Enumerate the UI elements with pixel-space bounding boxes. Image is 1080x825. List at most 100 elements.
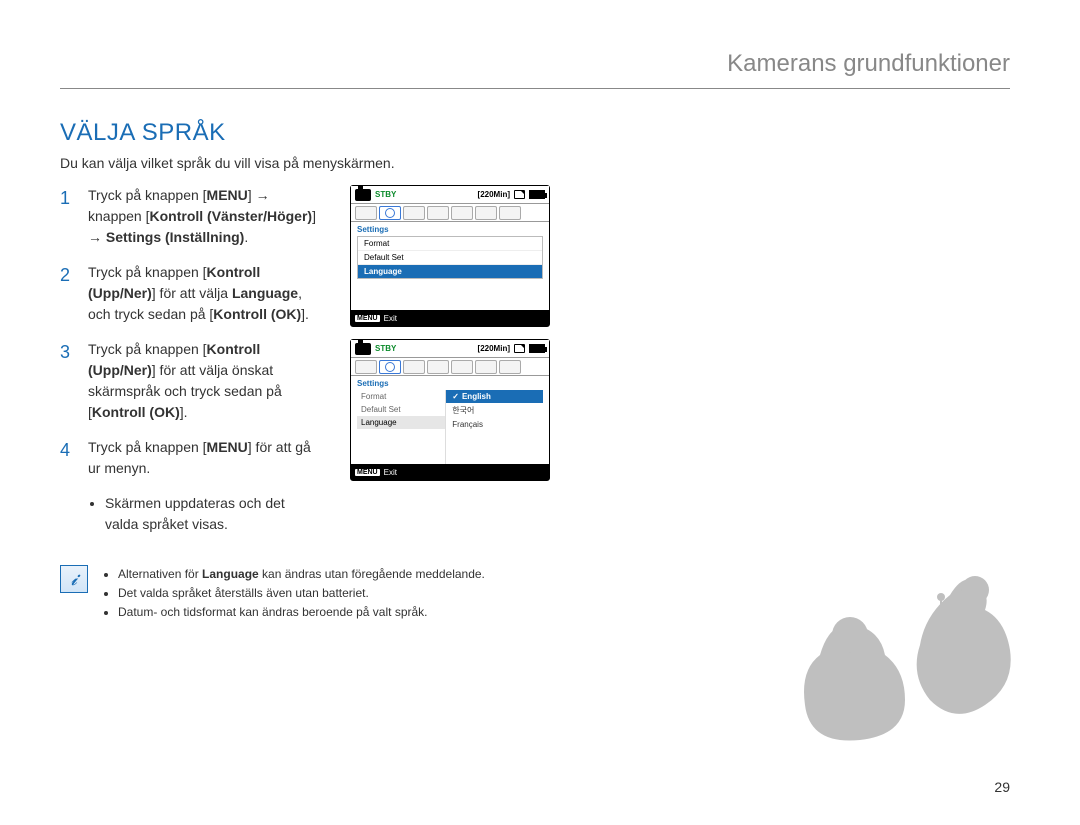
bottom-bar: MENU Exit [351, 464, 549, 480]
step-num: 3 [60, 339, 76, 423]
tab [451, 206, 473, 220]
tab [451, 360, 473, 374]
step-text: Tryck på knappen [Kontroll (Upp/Ner)] fö… [88, 262, 320, 325]
t: Kontroll (OK) [213, 306, 301, 322]
tab [403, 360, 425, 374]
stby-label: STBY [375, 344, 396, 353]
decorative-silhouette [790, 545, 1020, 745]
step-2: 2 Tryck på knappen [Kontroll (Upp/Ner)] … [60, 262, 320, 325]
step-text: Tryck på knappen [MENU] för att gå ur me… [88, 437, 320, 479]
note-icon: 𝓲 [60, 565, 88, 593]
battery-icon [529, 190, 545, 199]
lang-francais: Français [446, 418, 543, 431]
t: Kontroll (Vänster/Höger) [150, 208, 313, 224]
battery-icon [529, 344, 545, 353]
card-icon [514, 344, 525, 353]
section-intro: Du kan välja vilket språk du vill visa p… [60, 155, 1010, 171]
tab-bar [351, 358, 549, 376]
left-menu: Format Default Set Language [357, 390, 446, 464]
menu-item-format: Format [358, 237, 542, 251]
bottom-bar: MENU Exit [351, 310, 549, 326]
page-number: 29 [994, 779, 1010, 795]
menu-icon: MENU [355, 469, 380, 476]
t: Language [202, 567, 259, 581]
chapter-title: Kamerans grundfunktioner [60, 50, 1010, 89]
menu-header: Settings [357, 225, 543, 234]
tab [475, 206, 497, 220]
menu-header: Settings [357, 379, 543, 388]
t: MENU [207, 187, 248, 203]
rec-time: [220Min] [478, 190, 510, 199]
menu-body: Settings Format Default Set Language [351, 222, 549, 310]
screenshot-language-select: STBY [220Min] Settings Format [350, 339, 550, 481]
menu-body: Settings Format Default Set Language Eng… [351, 376, 549, 464]
menu-list: Format Default Set Language [357, 236, 543, 279]
tab [427, 360, 449, 374]
tab [475, 360, 497, 374]
t: ] [312, 208, 316, 224]
t: Tryck på knappen [ [88, 187, 207, 203]
lang-english: English [446, 390, 543, 403]
t: MENU [207, 439, 248, 455]
note-item: Det valda språket återställs även utan b… [118, 584, 485, 603]
menu-item-default-set: Default Set [357, 403, 445, 416]
tab [499, 206, 521, 220]
menu-item-language: Language [357, 416, 445, 429]
camera-icon [355, 189, 371, 201]
note-item: Datum- och tidsformat kan ändras beroend… [118, 603, 485, 622]
t: . [244, 229, 248, 245]
tab [403, 206, 425, 220]
screenshot-settings-language: STBY [220Min] Settings Format Default [350, 185, 550, 327]
step-num: 4 [60, 437, 76, 479]
t: ] [248, 187, 256, 203]
t: ] för att välja [152, 285, 232, 301]
t: Language [232, 285, 298, 301]
t: ]. [180, 404, 188, 420]
exit-label: Exit [384, 468, 397, 477]
step-num: 2 [60, 262, 76, 325]
gear-icon [385, 362, 395, 372]
t: ]. [301, 306, 309, 322]
step-1: 1 Tryck på knappen [MENU] → knappen [Kon… [60, 185, 320, 248]
t: Settings (Inställning) [106, 229, 244, 245]
lang-korean: 한국어 [446, 403, 543, 418]
t: Kontroll (OK) [92, 404, 180, 420]
t: knappen [ [88, 208, 150, 224]
note-item: Alternativen för Language kan ändras uta… [118, 565, 485, 584]
menu-item-format: Format [357, 390, 445, 403]
menu-item-language: Language [358, 265, 542, 278]
step-num: 1 [60, 185, 76, 248]
arrow-icon: → [256, 187, 270, 203]
menu-icon: MENU [355, 315, 380, 322]
t: Tryck på knappen [ [88, 264, 207, 280]
right-menu: English 한국어 Français [446, 390, 543, 464]
step-bullet: Skärmen uppdateras och det valda språket… [60, 493, 320, 535]
status-bar: STBY [220Min] [351, 340, 549, 358]
tab-bar [351, 204, 549, 222]
tab [427, 206, 449, 220]
step-text: Tryck på knappen [Kontroll (Upp/Ner)] fö… [88, 339, 320, 423]
tab [355, 206, 377, 220]
stby-label: STBY [375, 190, 396, 199]
tab-settings [379, 206, 401, 220]
status-bar: STBY [220Min] [351, 186, 549, 204]
screenshots: STBY [220Min] Settings Format Default [350, 185, 550, 535]
arrow-icon: → [88, 229, 102, 245]
tab [499, 360, 521, 374]
t: Alternativen för [118, 567, 202, 581]
note-list: Alternativen för Language kan ändras uta… [100, 565, 485, 623]
tab [355, 360, 377, 374]
steps-list: 1 Tryck på knappen [MENU] → knappen [Kon… [60, 185, 320, 535]
step-4: 4 Tryck på knappen [MENU] för att gå ur … [60, 437, 320, 479]
menu-item-default-set: Default Set [358, 251, 542, 265]
gear-icon [385, 208, 395, 218]
exit-label: Exit [384, 314, 397, 323]
t: Tryck på knappen [ [88, 341, 207, 357]
t: Tryck på knappen [ [88, 439, 207, 455]
bullet-item: Skärmen uppdateras och det valda språket… [105, 493, 320, 535]
rec-time: [220Min] [478, 344, 510, 353]
step-text: Tryck på knappen [MENU] → knappen [Kontr… [88, 185, 320, 248]
card-icon [514, 190, 525, 199]
section-title: VÄLJA SPRÅK [60, 119, 1010, 147]
camera-icon [355, 343, 371, 355]
